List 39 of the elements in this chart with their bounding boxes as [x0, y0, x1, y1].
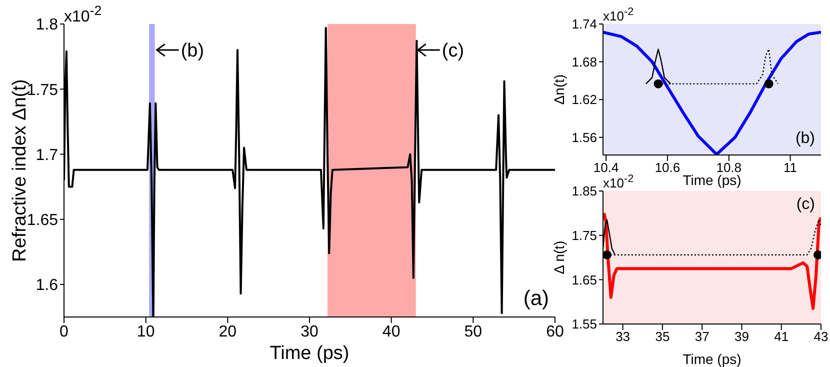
annotation: (c) — [796, 196, 815, 213]
x-tick-label: 30 — [300, 323, 318, 340]
x-axis-title: Time (ps) — [270, 343, 350, 364]
y-tick-label: 1.74 — [572, 16, 597, 32]
x-tick-label: 43 — [814, 329, 828, 344]
x-tick-label: 20 — [218, 323, 237, 340]
x-tick-label: 10.4 — [593, 160, 619, 176]
y-tick-label: 1.7 — [36, 146, 58, 164]
x-tick-label: 37 — [694, 329, 710, 344]
x-axis-title: Time (ps) — [682, 351, 742, 367]
x-tick-label: 60 — [546, 323, 564, 340]
x-tick-label: 40 — [382, 323, 400, 340]
x-tick-label: 33 — [616, 329, 630, 344]
x-tick-label: 35 — [655, 329, 670, 344]
y-tick-label: 1.65 — [572, 272, 597, 288]
y-tick-label: 1.6 — [36, 277, 58, 294]
x-tick-label: 11 — [784, 160, 798, 176]
y-tick-label: 1.62 — [572, 92, 597, 108]
annotation: x10$^{-2}$ — [64, 3, 102, 26]
y-axis-title: Δ n(t) — [550, 240, 567, 274]
annotation: (b) — [180, 40, 204, 62]
y-tick-label: 1.68 — [572, 54, 597, 70]
x-tick-label: 0 — [60, 323, 69, 340]
text: x10$^{-2}$ — [603, 173, 634, 190]
text: x10$^{-2}$ — [603, 6, 634, 24]
x-tick-label: 39 — [734, 329, 749, 344]
y-tick-label: 1.85 — [572, 184, 597, 199]
y-tick-label: 1.8 — [36, 16, 58, 34]
annotation: (a) — [523, 287, 549, 310]
x-tick-label: 10.6 — [654, 160, 680, 176]
y-axis-title: Δn(t) — [550, 74, 567, 105]
annotation: (b) — [795, 130, 815, 147]
annotation: (c) — [442, 40, 464, 62]
y-tick-label: 1.55 — [572, 316, 597, 332]
y-tick-label: 1.56 — [572, 130, 597, 145]
x-tick-label: 50 — [464, 323, 482, 340]
y-tick-label: 1.75 — [572, 228, 597, 243]
x-tick-label: 10 — [136, 323, 155, 340]
x-tick-label: 41 — [774, 329, 789, 344]
